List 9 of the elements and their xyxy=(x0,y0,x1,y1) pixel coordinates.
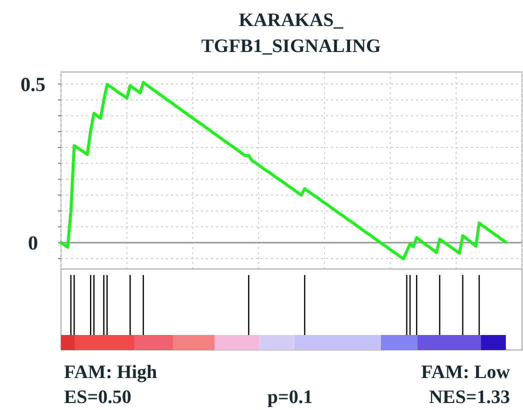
text: FAM: High xyxy=(64,362,158,383)
chart-title: KARAKAS_ TGFB1_SIGNALING xyxy=(201,10,381,57)
text: NES=1.33 xyxy=(428,387,510,408)
y-tick-label: 0.5 xyxy=(20,74,46,96)
y-tick-label: 0 xyxy=(28,232,38,255)
text: ES=0.50 xyxy=(64,387,132,408)
text: FAM: Low xyxy=(421,362,510,383)
line-series xyxy=(60,80,508,260)
text: p=0.1 xyxy=(267,387,313,408)
